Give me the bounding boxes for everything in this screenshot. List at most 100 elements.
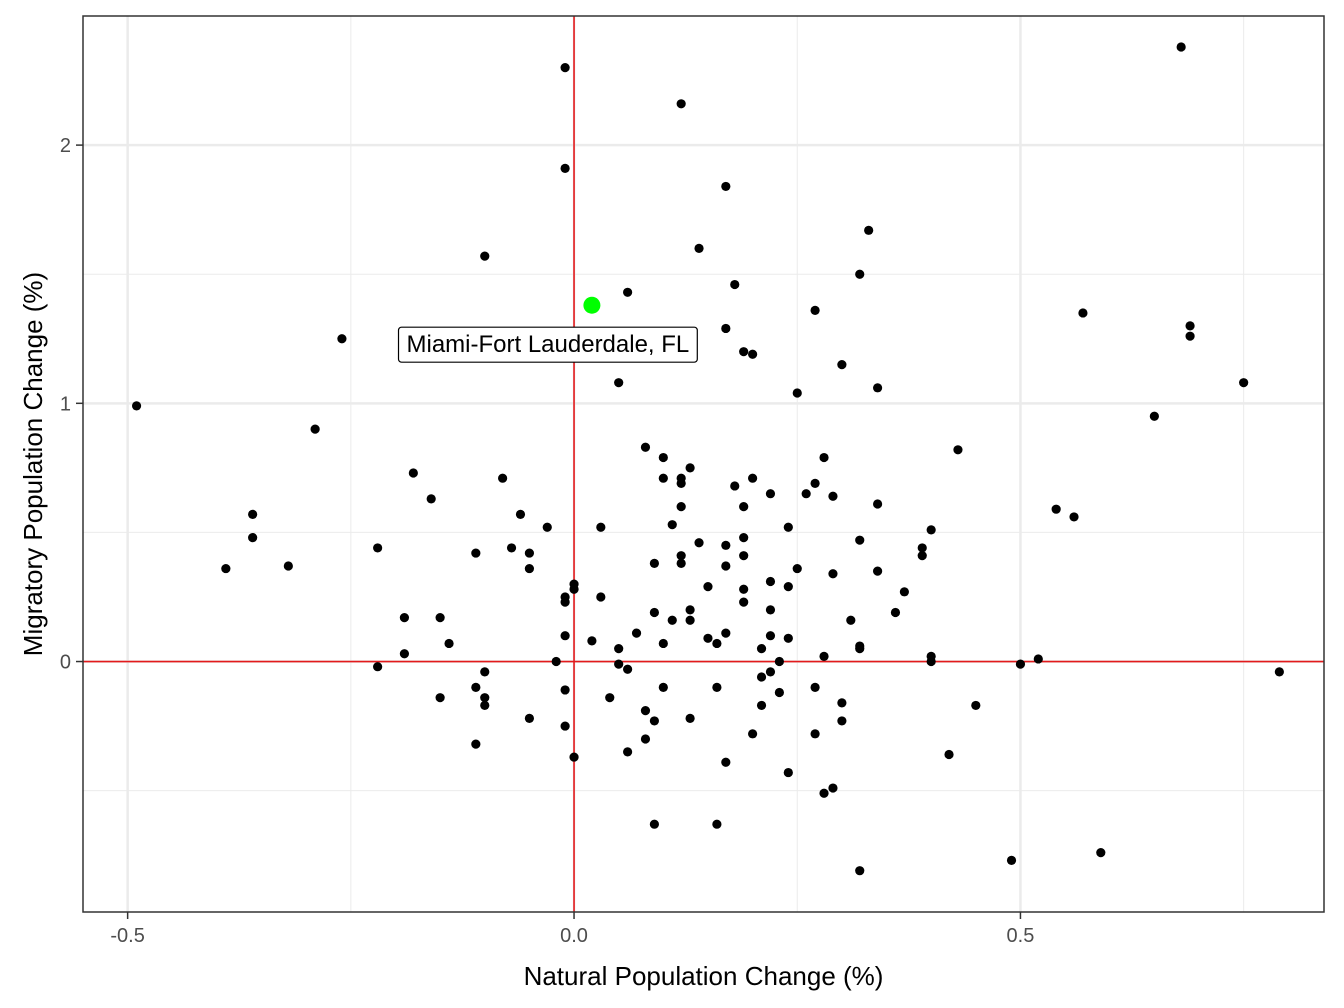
data-point bbox=[649, 716, 659, 726]
data-point bbox=[971, 700, 981, 711]
data-point bbox=[765, 667, 776, 677]
data-point bbox=[506, 543, 517, 553]
data-point bbox=[560, 685, 570, 695]
y-tick-label: 0 bbox=[60, 652, 71, 674]
data-point bbox=[721, 628, 731, 638]
data-point bbox=[819, 788, 829, 798]
data-point bbox=[435, 693, 445, 703]
highlight-label: Miami-Fort Lauderdale, FL bbox=[407, 331, 690, 358]
plot-panel bbox=[83, 16, 1324, 912]
data-point bbox=[801, 489, 811, 499]
x-tick-label: 0.0 bbox=[560, 925, 588, 947]
plot-border bbox=[82, 15, 1325, 913]
data-point bbox=[783, 582, 793, 592]
highlight-group: Miami-Fort Lauderdale, FL bbox=[397, 296, 698, 363]
data-point bbox=[864, 225, 874, 235]
data-point bbox=[524, 548, 535, 558]
data-point bbox=[131, 401, 142, 411]
data-point bbox=[855, 644, 865, 654]
data-point bbox=[614, 659, 624, 669]
data-point bbox=[373, 662, 383, 672]
data-point bbox=[685, 605, 695, 615]
data-point bbox=[748, 473, 758, 483]
data-point bbox=[551, 656, 561, 667]
data-point bbox=[631, 628, 642, 638]
data-point bbox=[694, 538, 704, 548]
data-point bbox=[810, 682, 820, 692]
data-point bbox=[471, 682, 481, 692]
data-point bbox=[248, 532, 258, 543]
data-point bbox=[721, 323, 731, 334]
data-point bbox=[399, 613, 410, 623]
data-point bbox=[1078, 308, 1088, 318]
data-point bbox=[730, 279, 740, 290]
data-point bbox=[480, 251, 490, 261]
data-point bbox=[1274, 667, 1284, 677]
data-point bbox=[640, 442, 651, 452]
data-point bbox=[917, 551, 927, 561]
data-point bbox=[399, 649, 410, 659]
data-point bbox=[756, 644, 767, 654]
data-point bbox=[248, 509, 258, 519]
data-point bbox=[721, 757, 731, 767]
data-point bbox=[560, 163, 570, 173]
data-point bbox=[926, 525, 936, 535]
data-point bbox=[560, 63, 570, 73]
data-point bbox=[819, 452, 829, 463]
y-axis-ticks: 0 1 2 bbox=[60, 135, 83, 674]
data-point bbox=[890, 607, 901, 618]
data-point bbox=[730, 481, 740, 491]
data-point bbox=[614, 644, 624, 654]
data-point bbox=[480, 693, 490, 703]
data-point bbox=[819, 651, 829, 661]
data-point bbox=[685, 615, 695, 625]
x-tick-label: 0.5 bbox=[1007, 925, 1035, 947]
data-point bbox=[792, 563, 802, 574]
data-point bbox=[694, 243, 704, 253]
data-point bbox=[435, 613, 445, 623]
data-point bbox=[444, 638, 454, 649]
data-point bbox=[1006, 855, 1017, 865]
data-point bbox=[676, 99, 686, 109]
data-point bbox=[685, 713, 695, 723]
highlight-label-box bbox=[397, 326, 698, 363]
highlight-point bbox=[583, 296, 601, 314]
data-point bbox=[1096, 848, 1106, 858]
data-point bbox=[837, 716, 847, 726]
data-point bbox=[685, 463, 695, 473]
data-point bbox=[1185, 321, 1195, 331]
data-point bbox=[837, 359, 847, 370]
data-point bbox=[373, 543, 383, 553]
data-point bbox=[676, 502, 686, 512]
data-point bbox=[712, 682, 722, 692]
data-point bbox=[739, 347, 749, 357]
data-point bbox=[542, 522, 552, 532]
data-point bbox=[756, 700, 767, 711]
data-point bbox=[783, 522, 793, 532]
data-point bbox=[739, 502, 749, 512]
data-point bbox=[658, 682, 668, 692]
data-point bbox=[623, 747, 633, 757]
data-point bbox=[569, 752, 579, 762]
data-point bbox=[471, 739, 481, 749]
data-point bbox=[640, 734, 651, 744]
data-point bbox=[524, 713, 535, 723]
data-point bbox=[658, 473, 668, 483]
data-point bbox=[623, 287, 633, 297]
data-point bbox=[1185, 331, 1195, 341]
data-point bbox=[498, 473, 508, 483]
data-point bbox=[739, 597, 749, 607]
data-point bbox=[855, 269, 865, 279]
data-point bbox=[721, 561, 731, 571]
data-point bbox=[337, 334, 347, 344]
data-point bbox=[855, 866, 865, 876]
x-axis-ticks: -0.5 0.0 0.5 bbox=[110, 912, 1034, 947]
data-point bbox=[1239, 378, 1249, 388]
data-point bbox=[953, 445, 963, 455]
data-point bbox=[712, 638, 722, 649]
data-point bbox=[765, 605, 776, 615]
data-point bbox=[828, 569, 838, 579]
data-point bbox=[774, 656, 784, 667]
data-point bbox=[560, 721, 570, 731]
data-point bbox=[872, 499, 883, 509]
